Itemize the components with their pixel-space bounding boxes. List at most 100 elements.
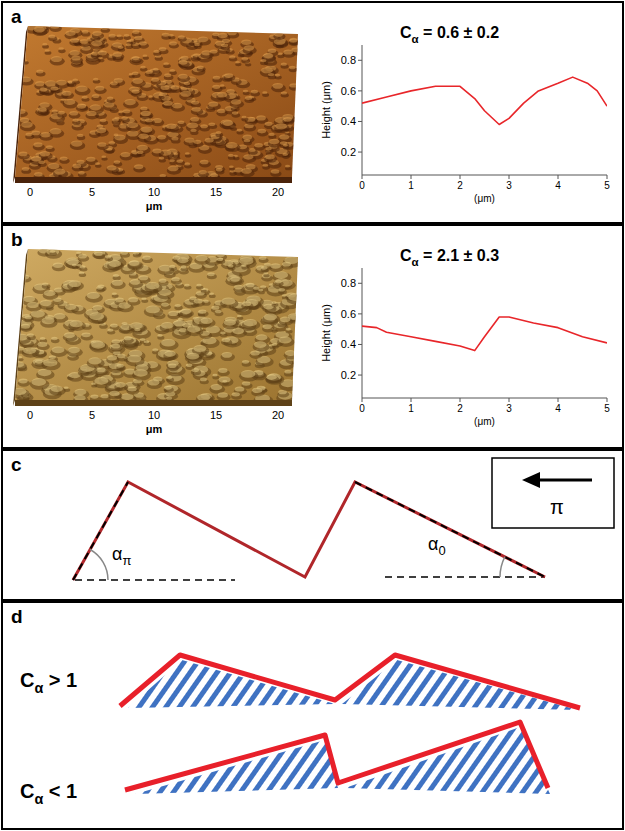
- afm-bump: [113, 274, 119, 277]
- afm-bump: [88, 357, 101, 364]
- panel-frame: [2, 2, 623, 223]
- afm-bump: [157, 334, 162, 337]
- direction-box: [492, 458, 614, 528]
- afm-bump: [51, 56, 62, 62]
- afm-bump: [178, 120, 185, 124]
- afm-bump: [95, 162, 100, 165]
- afm-bump: [278, 288, 285, 291]
- afm-bump: [169, 265, 175, 268]
- afm-bump: [109, 391, 120, 397]
- afm-bump: [54, 169, 65, 175]
- afm-bump: [178, 74, 188, 79]
- afm-bump: [120, 251, 128, 255]
- afm-bump: [172, 277, 180, 281]
- afm-shadow: [265, 374, 284, 384]
- afm-bump: [216, 168, 223, 172]
- afm-bump: [140, 106, 147, 110]
- afm-bump: [48, 163, 60, 169]
- afm-shadow: [11, 389, 29, 399]
- afm-bump: [274, 271, 288, 279]
- afm-bump: [241, 168, 252, 174]
- y-tick: [358, 344, 362, 345]
- afm-bump: [146, 282, 160, 289]
- afm-bump: [289, 38, 297, 42]
- angle-label-main: α: [112, 544, 122, 564]
- afm-bump: [117, 364, 124, 368]
- afm-image: [11, 248, 305, 407]
- afm-bump: [132, 56, 139, 60]
- case-label-main: C: [20, 780, 34, 802]
- afm-bump: [90, 104, 101, 110]
- panel-frame: [2, 602, 623, 829]
- afm-bump: [72, 78, 78, 81]
- afm-bump: [200, 124, 208, 128]
- afm-bump: [124, 99, 136, 105]
- afm-bump: [145, 306, 160, 314]
- afm-bump: [19, 152, 28, 157]
- afm-shadow: [68, 321, 86, 331]
- plot-data: [362, 77, 607, 124]
- afm-bump: [40, 337, 46, 340]
- afm-bump: [187, 326, 200, 333]
- afm-shadow: [253, 395, 273, 406]
- afm-bump: [96, 128, 106, 134]
- afm-bump: [166, 123, 177, 129]
- afm-bump: [60, 157, 68, 161]
- afm-bump: [46, 248, 59, 255]
- afm-bump: [50, 250, 56, 253]
- afm-shadow: [127, 261, 143, 270]
- case-label-sub: α: [34, 680, 43, 696]
- afm-bump: [137, 151, 144, 155]
- afm-bump: [243, 135, 252, 140]
- afm-bump: [268, 73, 274, 76]
- afm-bump: [242, 301, 251, 306]
- afm-bump: [21, 77, 32, 83]
- x-tick: [558, 398, 559, 402]
- plot-data: [362, 317, 607, 351]
- afm-bump: [205, 138, 214, 143]
- afm-bump: [71, 140, 83, 146]
- chart-title-sub: α: [412, 256, 419, 268]
- afm-bump: [283, 49, 293, 54]
- afm-bump: [258, 129, 266, 134]
- afm-bump: [200, 160, 209, 165]
- x-tick-label: 1: [408, 180, 414, 191]
- afm-bump: [157, 135, 165, 139]
- afm-shadow: [30, 379, 50, 390]
- afm-bump: [172, 103, 183, 109]
- y-axis-title: Height (μm): [320, 81, 332, 139]
- afm-bump: [94, 377, 108, 385]
- afm-bump: [274, 32, 283, 37]
- afm-bump: [289, 66, 296, 70]
- x-tick: [362, 175, 363, 179]
- afm-shadow: [287, 294, 306, 304]
- afm-shadow: [289, 39, 299, 45]
- afm-bump: [224, 319, 236, 326]
- afm-bump: [124, 336, 132, 340]
- x-axis: [362, 398, 607, 399]
- afm-bump: [251, 90, 258, 94]
- afm-bump: [152, 348, 158, 351]
- afm-shadow: [225, 276, 244, 286]
- afm-bump: [65, 31, 75, 36]
- figure: abcd05101520μm05101520μm0.20.40.60.80123…: [0, 0, 625, 831]
- afm-bump: [101, 394, 109, 398]
- afm-bump: [44, 290, 56, 296]
- afm-bump: [132, 89, 140, 93]
- afm-bump: [130, 279, 141, 285]
- x-tick: [607, 398, 608, 402]
- afm-bump: [208, 101, 218, 106]
- afm-bump: [71, 56, 80, 61]
- y-tick: [358, 121, 362, 122]
- afm-bump: [164, 351, 175, 357]
- afm-bump: [144, 340, 150, 343]
- afm-shadow: [242, 320, 260, 330]
- y-tick-label: 0.6: [341, 85, 356, 97]
- afm-bump: [80, 39, 89, 44]
- y-tick: [358, 152, 362, 153]
- panel-frame: [2, 450, 623, 600]
- afm-bump: [259, 256, 266, 260]
- afm-bump: [262, 164, 268, 167]
- afm-bump: [95, 86, 104, 91]
- afm-bump: [70, 38, 79, 43]
